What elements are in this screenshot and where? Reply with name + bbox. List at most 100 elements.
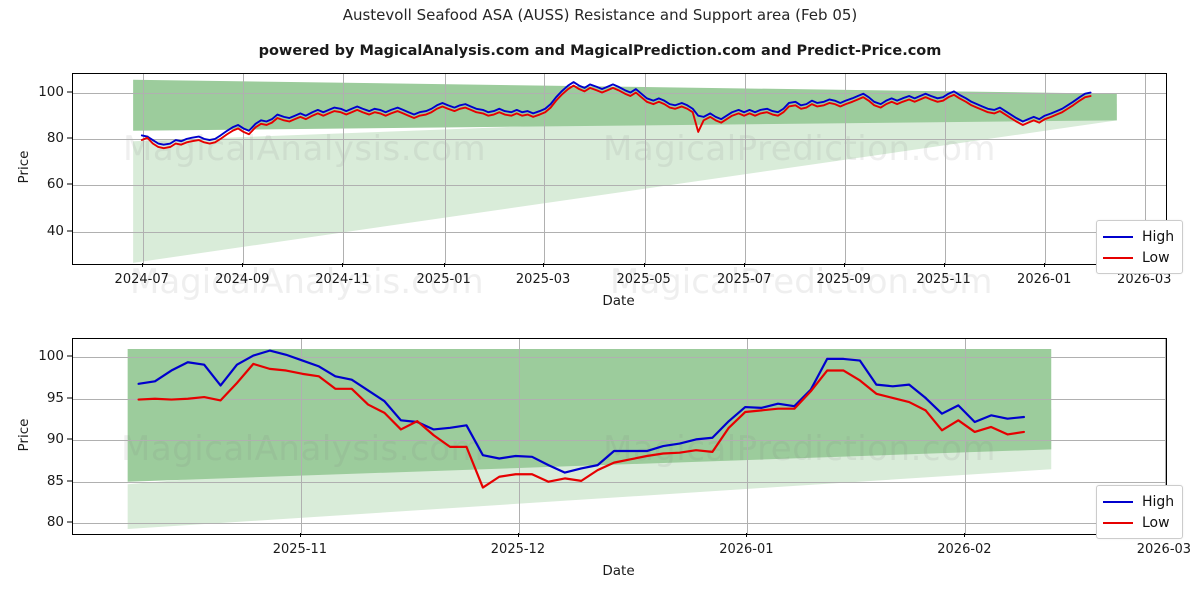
zoom-resistance-band: [127, 348, 1052, 482]
x-axis-tick-mark: [746, 533, 748, 537]
x-axis-tick-label: 2025-11: [916, 272, 971, 287]
gridline-horizontal: [73, 92, 1166, 94]
gridline-horizontal: [73, 398, 1166, 400]
x-axis-tick-label: 2025-05: [616, 272, 671, 287]
gridline-vertical: [944, 74, 946, 264]
x-axis-tick-mark: [943, 263, 945, 267]
zoom-series-high-line: [137, 349, 927, 474]
x-axis-tick-mark: [299, 533, 301, 537]
y-axis-tick-mark: [67, 355, 72, 357]
y-axis-tick-mark: [67, 137, 72, 139]
zoom-y-axis-label: Price: [16, 418, 32, 451]
zoom-series-low-line: [137, 362, 927, 489]
gridline-horizontal: [73, 440, 1166, 442]
gridline-vertical: [544, 74, 546, 264]
y-axis-tick-label: 95: [46, 389, 64, 406]
y-axis-tick-label: 40: [46, 222, 64, 239]
x-axis-tick-label: 2026-02: [937, 542, 992, 557]
y-axis-tick-mark: [67, 480, 72, 482]
x-axis-tick-mark: [443, 263, 445, 267]
y-axis-tick-mark: [67, 397, 72, 399]
gridline-vertical: [343, 74, 345, 264]
gridline-vertical: [745, 74, 747, 264]
overview-plot-area: MagicalAnalysis.comMagicalPrediction.com: [72, 73, 1167, 265]
x-axis-tick-label: 2025-07: [717, 272, 772, 287]
y-axis-tick-mark: [67, 183, 72, 185]
gridline-vertical: [444, 74, 446, 264]
x-axis-tick-mark: [141, 263, 143, 267]
zoom-series-high-line-tail: [924, 396, 1026, 424]
gridline-vertical: [1164, 339, 1166, 534]
legend-item-high[interactable]: High: [1103, 226, 1174, 247]
legend-line-low-icon: [1103, 521, 1133, 524]
legend-line-high-icon: [1103, 235, 1133, 238]
x-axis-tick-mark: [242, 263, 244, 267]
y-axis-tick-label: 80: [46, 129, 64, 146]
page-subtitle: powered by MagicalAnalysis.com and Magic…: [258, 43, 942, 59]
y-axis-tick-label: 90: [46, 431, 64, 448]
gridline-vertical: [243, 74, 245, 264]
x-axis-tick-label: 2026-01: [1017, 272, 1072, 287]
x-axis-tick-label: 2024-11: [315, 272, 370, 287]
page-title: Austevoll Seafood ASA (AUSS) Resistance …: [342, 6, 858, 24]
x-axis-tick-mark: [744, 263, 746, 267]
gridline-horizontal: [73, 231, 1166, 233]
overview-support-band: [133, 104, 1117, 263]
x-axis-tick-label: 2025-09: [816, 272, 871, 287]
legend-label-high: High: [1142, 493, 1175, 510]
gridline-vertical: [142, 74, 144, 264]
legend-label-low: Low: [1142, 514, 1170, 531]
gridline-vertical: [1145, 74, 1147, 264]
gridline-horizontal: [73, 523, 1166, 525]
y-axis-tick-label: 80: [46, 514, 64, 531]
x-axis-tick-label: 2026-03: [1136, 542, 1192, 557]
gridline-vertical: [300, 339, 302, 534]
y-axis-tick-label: 100: [38, 348, 64, 365]
x-axis-tick-label: 2025-03: [515, 272, 571, 287]
gridline-horizontal: [73, 481, 1166, 483]
x-axis-tick-mark: [342, 263, 344, 267]
gridline-vertical: [1045, 74, 1047, 264]
gridline-horizontal: [73, 138, 1166, 140]
overview-series-high-line: [140, 81, 1092, 146]
legend-item-high[interactable]: High: [1103, 491, 1174, 512]
x-axis-tick-label: 2024-07: [114, 272, 169, 287]
gridline-horizontal: [73, 185, 1166, 187]
legend-line-high-icon: [1103, 500, 1133, 503]
gridline-horizontal: [73, 357, 1166, 359]
y-axis-tick-label: 100: [38, 83, 64, 100]
y-axis-tick-mark: [67, 438, 72, 440]
legend-label-high: High: [1142, 228, 1175, 245]
x-axis-tick-label: 2025-11: [272, 542, 328, 557]
x-axis-tick-mark: [517, 533, 519, 537]
x-axis-tick-mark: [643, 263, 645, 267]
y-axis-tick-label: 85: [46, 472, 64, 489]
legend-item-low[interactable]: Low: [1103, 247, 1174, 268]
zoom-series-low-line-tail: [924, 409, 1026, 436]
x-axis-tick-label: 2025-01: [416, 272, 471, 287]
x-axis-tick-label: 2026-01: [719, 542, 774, 557]
x-axis-tick-mark: [964, 533, 966, 537]
zoom-legend[interactable]: High Low: [1096, 485, 1184, 539]
x-axis-tick-label: 2025-12: [490, 542, 546, 557]
x-axis-tick-mark: [543, 263, 545, 267]
legend-item-low[interactable]: Low: [1103, 512, 1174, 533]
x-axis-tick-mark: [1044, 263, 1046, 267]
gridline-vertical: [965, 339, 967, 534]
x-axis-tick-mark: [843, 263, 845, 267]
zoom-plot-area: MagicalAnalysis.comMagicalPrediction.com: [72, 338, 1167, 535]
x-axis-tick-label: 2026-03: [1117, 272, 1172, 287]
gridline-vertical: [844, 74, 846, 264]
overview-x-axis-label: Date: [602, 293, 635, 309]
y-axis-tick-mark: [67, 230, 72, 232]
y-axis-tick-mark: [67, 521, 72, 523]
gridline-vertical: [644, 74, 646, 264]
y-axis-tick-mark: [67, 91, 72, 93]
zoom-x-axis-label: Date: [602, 563, 635, 579]
gridline-vertical: [518, 339, 520, 534]
overview-legend[interactable]: High Low: [1096, 220, 1184, 274]
y-axis-tick-label: 60: [46, 176, 64, 193]
